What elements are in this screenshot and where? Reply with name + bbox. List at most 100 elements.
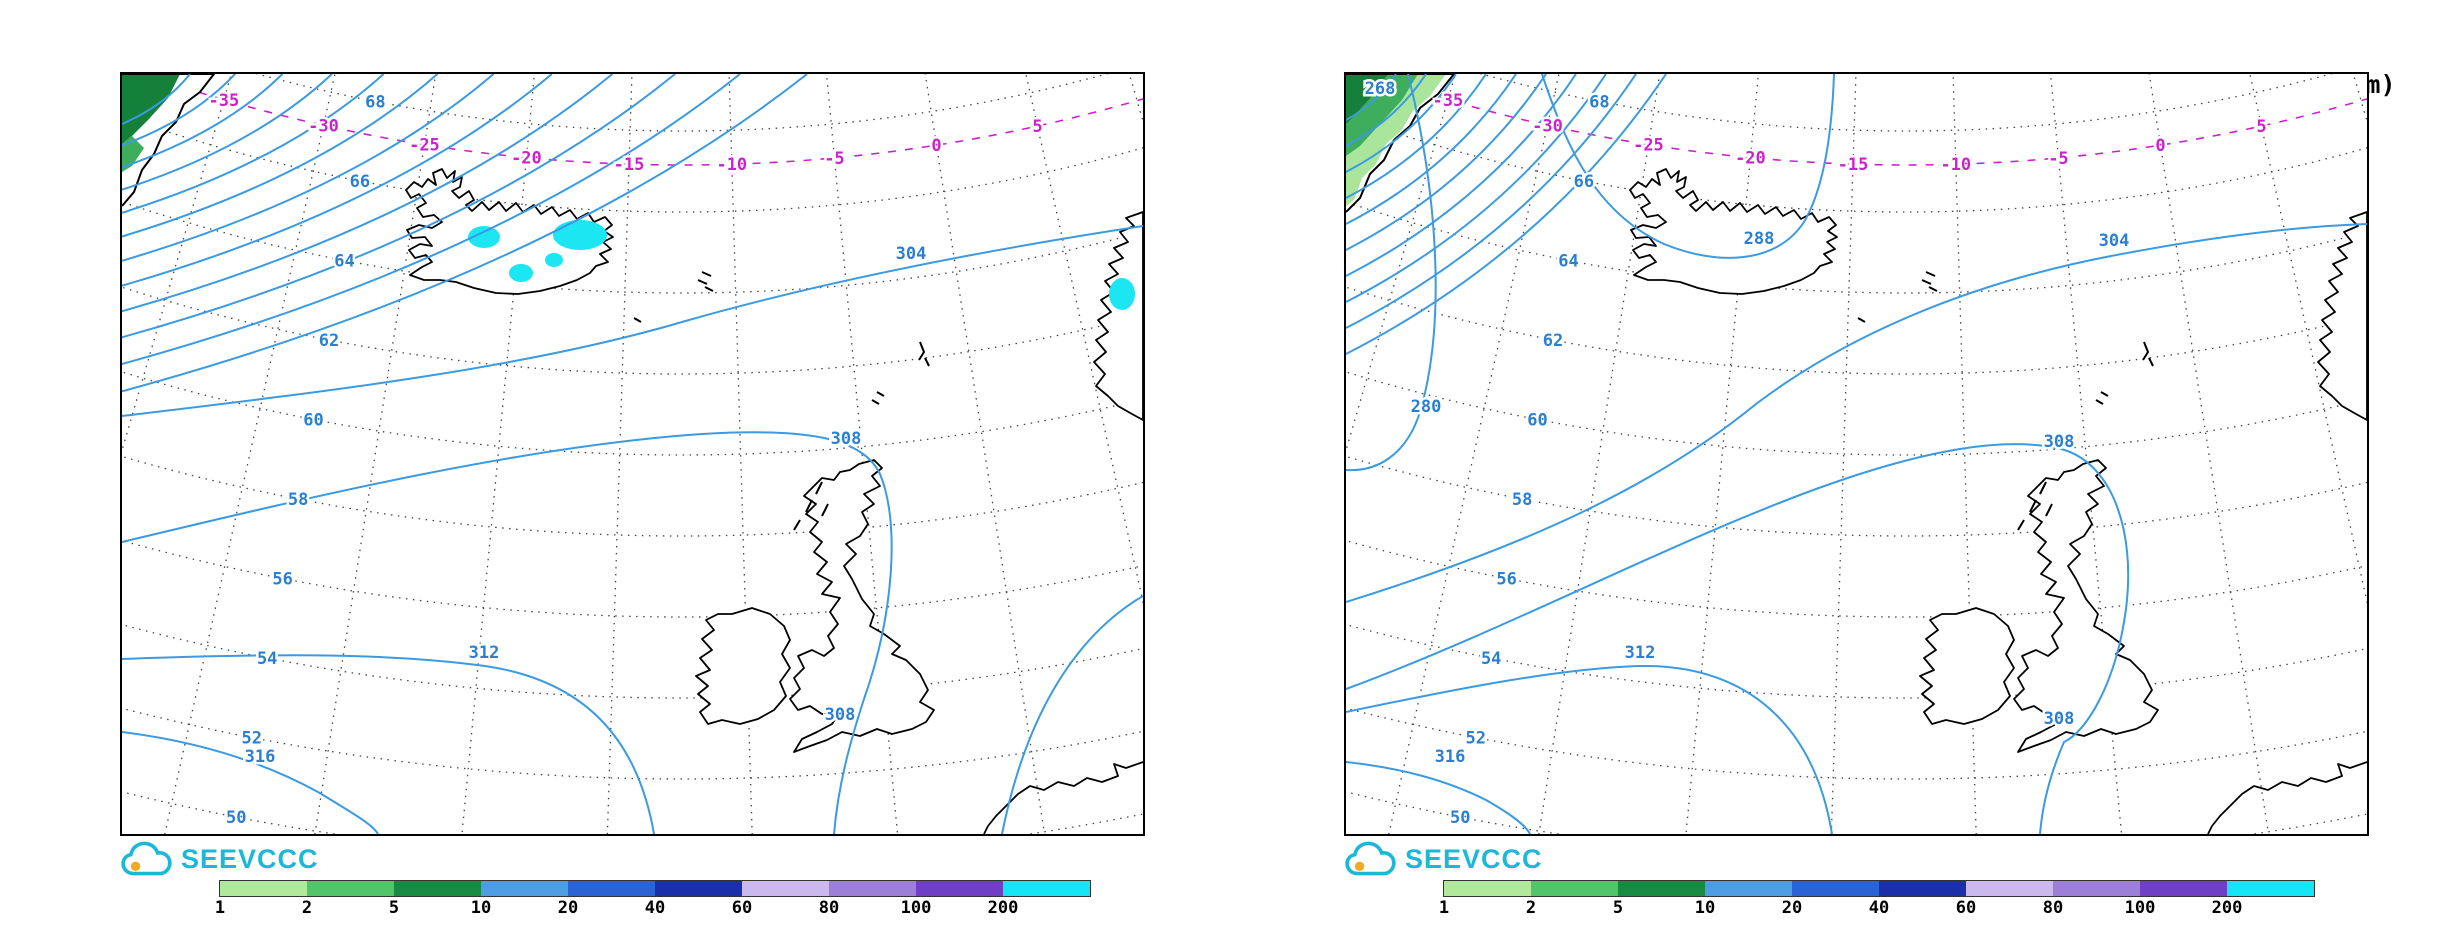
latitude-labels: 68 66 64 62 60 58 56 54 52 50 [224, 90, 389, 831]
legend-ticks: 1 2 5 10 20 40 60 80 100 200 [1439, 896, 2314, 918]
legend-tick-label: 10 [1694, 898, 1716, 918]
lat-label: 56 [1496, 570, 1516, 590]
longitude-labels: -35 -30 -25 -20 -15 -10 -5 0 5 [206, 88, 1045, 177]
coastline-norway [1093, 211, 1143, 421]
lon-label: -35 [1433, 91, 1464, 111]
coastline-france [983, 761, 1143, 834]
lon-label: -20 [511, 149, 542, 169]
geopotential-contours [1346, 74, 2367, 834]
lon-label: -30 [1532, 116, 1563, 136]
legend-segment [1003, 881, 1090, 896]
coastline-france [2207, 761, 2367, 834]
contour-line [122, 74, 385, 214]
latitude-labels: 68 66 64 62 60 58 56 54 52 50 [1448, 90, 1613, 831]
contour-line [1346, 74, 1547, 251]
lat-label: 60 [303, 411, 323, 431]
map-layers: -35 -30 -25 -20 -15 -10 -5 0 5 68 66 64 62 60 58 56 54 52… [122, 74, 1143, 834]
lon-label: 0 [931, 136, 941, 156]
lat-label: 58 [288, 490, 308, 510]
lon-label: -10 [716, 155, 747, 175]
greenland-coast [122, 74, 216, 207]
geopotential-contours [122, 74, 1143, 834]
contour-labels: 268 280 288 304 308 308 312 316 [1362, 77, 2132, 770]
snow-patch [545, 253, 563, 267]
legend-segment [655, 881, 742, 896]
legend-segment [1705, 881, 1792, 896]
lon-label: -20 [1735, 149, 1766, 169]
greenland-snow-fill [1346, 74, 1388, 124]
lon-label: -5 [2048, 149, 2068, 169]
contour-line [1346, 664, 1833, 834]
contour-label: 288 [1744, 229, 1775, 249]
legend-tick-label: 5 [388, 898, 400, 918]
legend-tick-label: 5 [1612, 898, 1624, 918]
sun-dot-icon [1354, 861, 1365, 871]
panel-footer-dream8: SEEVCCC 1 2 5 10 20 40 60 80 100 200 [1344, 840, 2384, 918]
legend-tick-label: 40 [644, 898, 666, 918]
lat-label: 64 [334, 251, 354, 271]
contour-label: 308 [2044, 709, 2075, 729]
map-frame-ecmwf: -35 -30 -25 -20 -15 -10 -5 0 5 68 66 64 62 60 58 56 54 52… [120, 72, 1145, 836]
legend-segment [742, 881, 829, 896]
legend-segment [1966, 881, 2053, 896]
contour-line [1346, 74, 1457, 173]
lat-label: 54 [257, 649, 277, 669]
lat-label: 64 [1558, 251, 1578, 271]
legend-tick-label: 100 [900, 898, 932, 918]
contour-labels: 304 308 308 312 316 [242, 242, 929, 770]
lon-label: -15 [1838, 155, 1869, 175]
lat-label: 52 [1465, 729, 1485, 749]
cloud-icon [1345, 841, 1396, 876]
legend-tick-label: 20 [1781, 898, 1803, 918]
latitude-circle [122, 286, 1143, 375]
legend-tick-label: 1 [214, 898, 226, 918]
legend-ticks: 1 2 5 10 20 40 60 80 100 200 [215, 896, 1090, 918]
lat-label: 50 [226, 808, 246, 828]
contour-line [122, 74, 284, 169]
contour-label: 316 [245, 747, 276, 767]
contour-line [122, 74, 808, 393]
legend-segment [481, 881, 568, 896]
weather-map-dream8: -35 -30 -25 -20 -15 -10 -5 0 5 68 66 64 62 60 58 56 54 52… [1346, 74, 2367, 834]
legend-segment [916, 881, 1003, 896]
contour-label: 280 [1411, 397, 1442, 417]
coastline-great-britain [2013, 459, 2159, 753]
legend-segment [1444, 881, 1531, 896]
legend-segment [1879, 881, 1966, 896]
lat-label: 66 [350, 172, 370, 192]
greenland-coast [1346, 74, 1456, 213]
contour-line [1346, 74, 1437, 472]
coastline-norway [2317, 211, 2367, 421]
contour-label: 308 [831, 429, 862, 449]
legend-segment [307, 881, 394, 896]
logo-text: SEEVCCC [181, 843, 319, 874]
cloud-outline [1345, 841, 1396, 876]
snow-patch [1109, 278, 1135, 310]
cloud-icon [121, 841, 172, 876]
seevccc-logo: SEEVCCC [1344, 840, 2384, 878]
seevccc-logo: SEEVCCC [120, 840, 1160, 878]
contour-line [122, 74, 553, 287]
snow-patch [468, 226, 500, 248]
legend-segment [2227, 881, 2314, 896]
legend-segment [220, 881, 307, 896]
legend-tick-label: 40 [1868, 898, 1890, 918]
lat-label: 68 [365, 92, 385, 112]
lon-label: -30 [308, 116, 339, 136]
lon-label: 0 [2155, 136, 2165, 156]
snow-colorbar [1443, 880, 2315, 897]
contour-line [122, 74, 439, 238]
contour-line [1346, 74, 1427, 147]
legend-tick-label: 1 [1438, 898, 1450, 918]
contour-line [122, 431, 893, 834]
contour-line [1346, 74, 1397, 121]
contour-label: 316 [1435, 747, 1466, 767]
lon-label: -5 [824, 149, 844, 169]
latitude-circle [1346, 286, 2367, 375]
coastline-small-islands [633, 271, 930, 531]
contour-line [1001, 595, 1143, 834]
lat-label: 66 [1574, 172, 1594, 192]
contour-line [122, 74, 333, 191]
contour-line [122, 74, 676, 339]
